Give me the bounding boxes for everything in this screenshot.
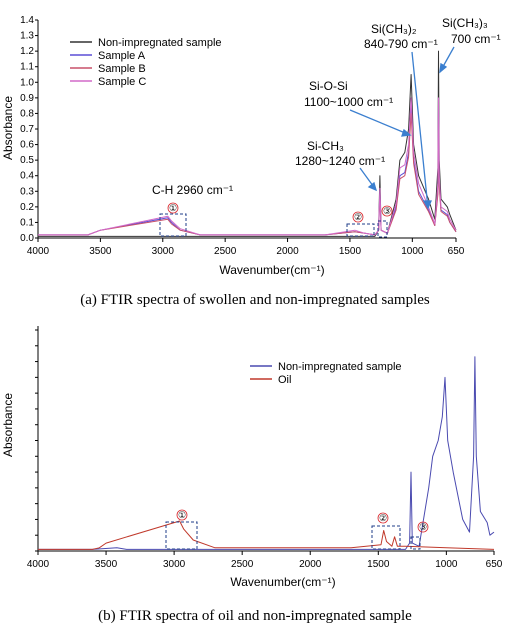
- series-line-non-impregnated-sample: [38, 356, 495, 550]
- chart-b-xlabel: Wavenumber(cm⁻¹): [230, 575, 335, 589]
- annotation-siosi: Si-O-Si: [309, 79, 348, 93]
- y-tick-label: 0.7: [20, 124, 34, 135]
- annotation-sich32-range: 840-790 cm⁻¹: [364, 37, 438, 51]
- y-tick-label: 0.4: [20, 171, 34, 182]
- region-markers-a: ① ② ③: [167, 202, 393, 223]
- caption-a: (a) FTIR spectra of swollen and non-impr…: [80, 292, 430, 308]
- chart-b: 4000 3500 3000 2500 2000 1500 1000 650 Wavenumb…: [1, 326, 503, 589]
- x-tick-label: 1000: [435, 559, 458, 570]
- annotation-ch: C-H 2960 cm⁻¹: [152, 183, 233, 197]
- y-tick-label: 0.6: [20, 140, 34, 151]
- annotation-sich3: Si-CH₃: [307, 139, 344, 153]
- annotation-sich3-range: 1280~1240 cm⁻¹: [295, 154, 385, 168]
- x-tick-label: 1000: [401, 246, 424, 257]
- caption-b: (b) FTIR spectra of oil and non-impregna…: [98, 608, 412, 624]
- region-boxes-b: [165, 521, 421, 550]
- series-line-sample-c: [38, 97, 457, 236]
- y-tick-label: 0.2: [20, 202, 34, 213]
- x-tick-label: 1500: [339, 246, 362, 257]
- region-markers-b: ① ② ③: [176, 509, 429, 533]
- annotation-sich32: Si(CH₃)₂: [371, 22, 417, 36]
- annotation-arrows-a: [349, 46, 455, 210]
- svg-text:①: ①: [178, 510, 186, 520]
- legend-label: Sample C: [98, 76, 146, 88]
- chart-a-ylabel: Absorbance: [1, 96, 15, 160]
- y-tick-label: 1.3: [20, 31, 34, 42]
- annotation-sich33: Si(CH₃)₃: [442, 16, 488, 30]
- legend-label: Oil: [278, 374, 291, 386]
- y-tick-label: 0.9: [20, 93, 34, 104]
- x-tick-label: 3500: [95, 559, 118, 570]
- svg-text:①: ①: [169, 203, 177, 213]
- y-tick-label: 1.0: [20, 77, 34, 88]
- x-tick-label: 2000: [299, 559, 322, 570]
- x-tick-label: 2500: [231, 559, 254, 570]
- x-tick-label: 650: [448, 246, 465, 257]
- x-tick-label: 650: [486, 559, 503, 570]
- x-tick-label: 3500: [89, 246, 112, 257]
- legend-label: Non-impregnated sample: [278, 361, 402, 373]
- x-tick-label: 2000: [276, 246, 299, 257]
- annotation-sich33-range: 700 cm⁻¹: [451, 32, 501, 46]
- y-tick-label: 0.0: [20, 233, 34, 244]
- chart-b-ylabel: Absorbance: [1, 393, 15, 457]
- series-line-sample-a: [38, 105, 457, 236]
- x-tick-label: 3000: [152, 246, 175, 257]
- y-tick-label: 1.4: [20, 15, 34, 26]
- svg-text:③: ③: [383, 206, 391, 216]
- svg-text:②: ②: [379, 513, 387, 523]
- annotation-siosi-range: 1100~1000 cm⁻¹: [304, 95, 393, 109]
- y-tick-label: 0.1: [20, 217, 34, 228]
- chart-a-xlabel: Wavenumber(cm⁻¹): [219, 263, 324, 277]
- legend-label: Sample B: [98, 63, 146, 75]
- x-tick-label: 3000: [163, 559, 186, 570]
- series-line-sample-b: [38, 112, 457, 236]
- chart-a: 0.0 0.1 0.2 0.3 0.4 0.5 0.6 0.7 0.8 0.9 1.0 1.1 1.2 1…: [1, 15, 501, 277]
- y-tick-label: 0.8: [20, 108, 34, 119]
- y-tick-label: 0.5: [20, 155, 34, 166]
- y-tick-label: 0.3: [20, 186, 34, 197]
- x-tick-label: 2500: [214, 246, 237, 257]
- legend-label: Non-impregnated sample: [98, 37, 222, 49]
- legend-label: Sample A: [98, 50, 146, 62]
- y-tick-label: 1.1: [20, 62, 34, 73]
- x-tick-label: 4000: [27, 559, 50, 570]
- series-line-oil: [38, 520, 495, 550]
- region-boxes-a: [159, 213, 388, 238]
- y-tick-label: 1.2: [20, 46, 34, 57]
- svg-text:②: ②: [354, 212, 362, 222]
- x-tick-label: 4000: [27, 246, 50, 257]
- x-tick-label: 1500: [367, 559, 390, 570]
- svg-text:③: ③: [419, 522, 427, 532]
